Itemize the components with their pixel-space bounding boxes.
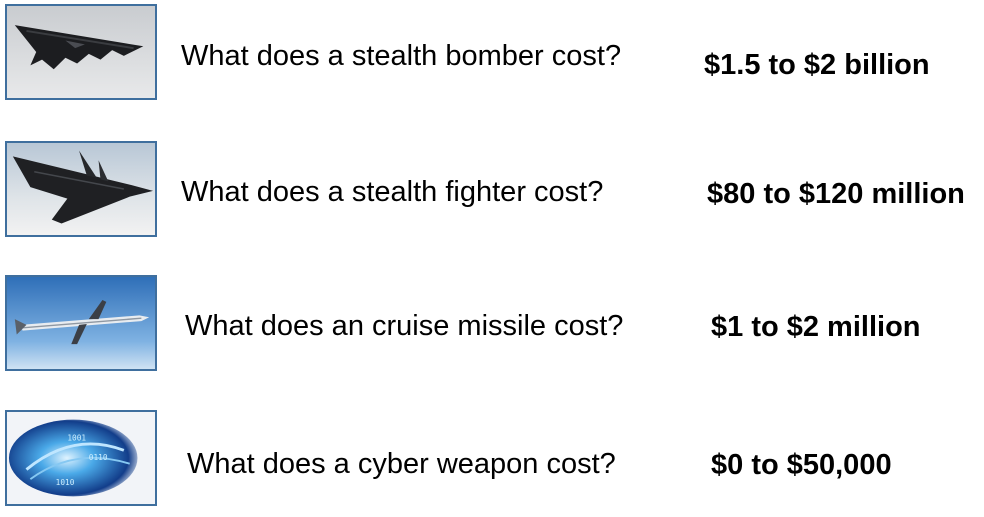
answer-cyber: $0 to $50,000 — [711, 449, 892, 481]
svg-text:1001: 1001 — [67, 434, 86, 443]
question-bomber: What does a stealth bomber cost? — [181, 40, 622, 72]
question-fighter: What does a stealth fighter cost? — [181, 176, 604, 208]
answer-missile: $1 to $2 million — [711, 311, 921, 343]
svg-text:0110: 0110 — [89, 453, 108, 462]
stealth-fighter-icon — [5, 141, 157, 237]
stealth-bomber-icon — [5, 4, 157, 100]
cost-row-fighter: What does a stealth fighter cost? $80 to… — [0, 141, 984, 241]
svg-text:1010: 1010 — [56, 478, 75, 487]
cruise-missile-icon — [5, 275, 157, 371]
cyber-weapon-icon: 1001 0110 1010 — [5, 410, 157, 506]
question-missile: What does an cruise missile cost? — [185, 310, 624, 342]
cost-row-bomber: What does a stealth bomber cost? $1.5 to… — [0, 4, 984, 104]
cost-row-cyber: 1001 0110 1010 What does a cyber weapon … — [0, 410, 984, 510]
cost-row-missile: What does an cruise missile cost? $1 to … — [0, 275, 984, 375]
answer-fighter: $80 to $120 million — [707, 178, 965, 210]
question-cyber: What does a cyber weapon cost? — [187, 448, 616, 480]
answer-bomber: $1.5 to $2 billion — [704, 49, 930, 81]
